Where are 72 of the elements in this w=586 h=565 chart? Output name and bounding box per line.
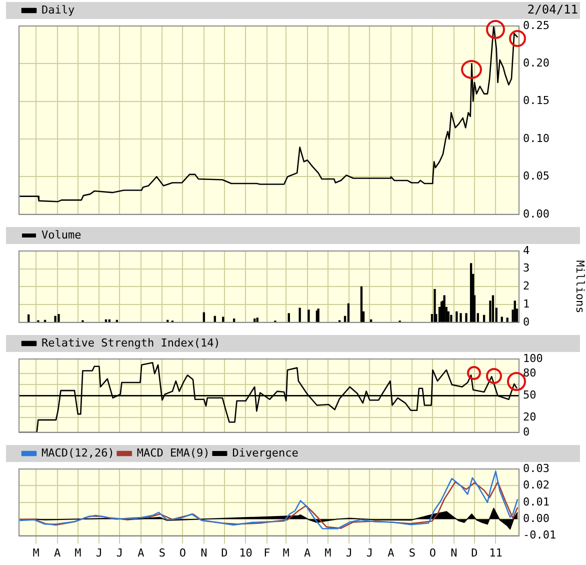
- x-tick-label: O: [179, 546, 186, 560]
- x-tick-label: S: [408, 546, 416, 560]
- y-tick-label: 0.15: [523, 94, 550, 108]
- y-axis-title: Millions: [574, 260, 586, 314]
- x-tick-label: M: [32, 546, 40, 560]
- y-tick-label: 1: [523, 297, 530, 310]
- y-tick-label: 100: [523, 352, 543, 365]
- y-tick-label: 3: [523, 262, 530, 275]
- y-tick-label: 0.25: [523, 18, 550, 32]
- x-tick-label: A: [388, 546, 395, 560]
- x-tick-label: D: [471, 546, 478, 560]
- bar: [298, 308, 301, 322]
- x-tick-label: A: [54, 546, 62, 560]
- bar: [288, 313, 290, 322]
- bar: [308, 310, 310, 322]
- y-tick-label: 2: [523, 280, 530, 293]
- y-tick-label: 50: [523, 388, 536, 402]
- legend-label: MACD(12,26): [42, 446, 114, 460]
- bar: [450, 314, 452, 322]
- text: 2/04/11: [527, 2, 578, 17]
- y-tick-label: 0.02: [523, 478, 550, 492]
- x-tick-label: F: [264, 546, 270, 560]
- bar: [347, 303, 350, 322]
- x-tick-label: A: [138, 546, 145, 560]
- y-tick-label: 0.03: [523, 462, 550, 475]
- bar: [456, 311, 458, 322]
- x-tick-label: N: [200, 546, 208, 560]
- y-tick-label: 0.05: [523, 170, 550, 183]
- x-tick-label: 11: [489, 546, 502, 560]
- bar: [506, 318, 508, 322]
- legend-label: Divergence: [232, 446, 298, 460]
- y-tick-label: -0.01: [523, 528, 556, 542]
- y-tick-label: 80: [523, 366, 536, 380]
- bar: [360, 286, 363, 322]
- y-tick-label: 0: [523, 315, 530, 328]
- x-tick-label: M: [282, 546, 290, 560]
- bar: [58, 314, 60, 322]
- bar: [492, 295, 494, 322]
- x-tick-label: 10: [239, 546, 252, 560]
- x-tick-label: J: [96, 546, 102, 560]
- bar: [470, 263, 472, 322]
- bar: [500, 316, 503, 322]
- x-tick-label: J: [346, 546, 352, 560]
- y-tick-label: 0.00: [523, 207, 550, 220]
- y-tick-label: 0.01: [523, 495, 550, 508]
- x-tick-label: A: [304, 546, 312, 560]
- x-tick-label: J: [366, 546, 373, 560]
- x-tick-label: N: [450, 546, 458, 560]
- legend-label: Volume: [42, 228, 82, 242]
- y-tick-label: 0.00: [523, 512, 550, 525]
- bar: [465, 313, 468, 322]
- bar: [256, 318, 258, 322]
- legend-label: MACD EMA(9): [136, 446, 210, 460]
- bar: [514, 300, 516, 322]
- x-tick-label: O: [429, 546, 436, 560]
- legend-label: Relative Strength Index(14): [42, 336, 220, 350]
- bar: [54, 316, 56, 322]
- bar: [460, 313, 462, 322]
- y-tick-label: 0.10: [523, 132, 550, 145]
- x-tick-label: S: [158, 546, 166, 560]
- legend-label: Daily: [42, 3, 75, 16]
- y-tick-label: 20: [523, 410, 536, 424]
- x-tick-label: J: [116, 546, 123, 560]
- bar: [434, 289, 436, 322]
- y-tick-label: 0: [523, 425, 530, 438]
- x-tick-label: M: [74, 546, 82, 560]
- y-tick-label: 0.20: [523, 56, 550, 70]
- y-tick-label: 4: [523, 244, 530, 257]
- x-tick-label: D: [221, 546, 228, 560]
- x-tick-label: M: [324, 546, 332, 560]
- bar: [443, 295, 446, 322]
- bar: [222, 316, 224, 322]
